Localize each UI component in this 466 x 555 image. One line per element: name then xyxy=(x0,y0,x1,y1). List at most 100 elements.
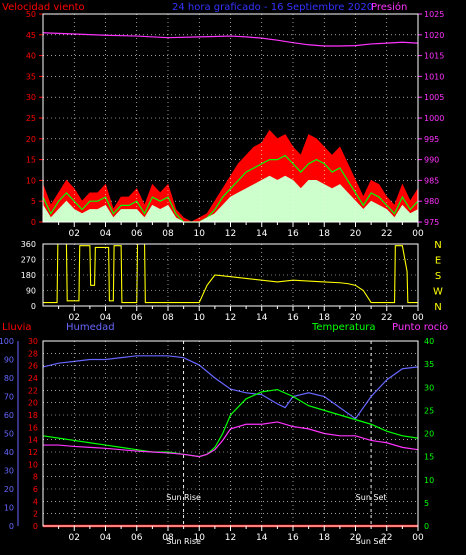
top-x-tick-label: 00 xyxy=(412,229,424,239)
temperature-tick-label: 40 xyxy=(424,337,434,346)
top-x-tick-label: 04 xyxy=(100,229,112,239)
mid-x-tick-label: 14 xyxy=(256,313,268,323)
compass-label: E xyxy=(435,256,441,267)
temperature-tick-label: 0 xyxy=(424,522,429,531)
dewpoint-label: Punto rocío xyxy=(392,321,448,333)
series-temperatura-line xyxy=(42,388,419,458)
bot-x-tick-label: 02 xyxy=(69,533,80,543)
bot-x-tick-label: 04 xyxy=(100,533,112,543)
rain-tick-label: 8 xyxy=(33,473,38,482)
humidity-tick-label: 70 xyxy=(4,393,14,402)
top-right-tick-label: 980 xyxy=(424,197,439,206)
mid-x-tick-label: 20 xyxy=(350,313,362,323)
mid-tick-label: 360 xyxy=(21,240,36,249)
rain-tick-label: 24 xyxy=(28,374,38,383)
top-right-tick-label: 995 xyxy=(424,135,439,144)
rain-tick-label: 2 xyxy=(33,510,38,519)
top-x-tick-label: 16 xyxy=(287,229,299,239)
humidity-tick-label: 10 xyxy=(4,504,14,513)
top-x-tick-label: 06 xyxy=(131,229,143,239)
rain-tick-label: 30 xyxy=(28,337,38,346)
humidity-tick-label: 0 xyxy=(9,522,14,531)
top-right-tick-label: 1015 xyxy=(424,52,444,61)
series-velocidad-viento-line xyxy=(42,154,419,223)
mid-tick-label: 270 xyxy=(21,256,36,265)
mid-x-tick-label: 04 xyxy=(100,313,112,323)
compass-label: W xyxy=(433,287,443,298)
humidity-tick-label: 100 xyxy=(0,337,14,346)
top-right-tick-label: 975 xyxy=(424,218,439,227)
mid-tick-label: 180 xyxy=(21,271,36,280)
series-presi-n-line xyxy=(42,32,419,47)
top-x-tick-label: 10 xyxy=(194,229,206,239)
mid-x-tick-label: 18 xyxy=(319,313,331,323)
rain-tick-label: 20 xyxy=(28,399,38,408)
humidity-tick-label: 40 xyxy=(4,448,14,457)
mid-x-tick-label: 06 xyxy=(131,313,143,323)
mid-x-tick-label: 00 xyxy=(412,313,424,323)
compass-label: N xyxy=(434,302,441,313)
top-left-tick-label: 0 xyxy=(31,218,36,227)
top-right-tick-label: 990 xyxy=(424,156,439,165)
top-x-tick-label: 18 xyxy=(319,229,331,239)
humidity-label: Humedad xyxy=(66,322,115,333)
top-x-tick-label: 14 xyxy=(256,229,268,239)
top-right-tick-label: 1000 xyxy=(424,114,444,123)
rain-tick-label: 18 xyxy=(28,411,38,420)
mid-x-tick-label: 08 xyxy=(162,313,174,323)
temperature-label: Temperatura xyxy=(311,322,376,333)
series-punto-roc-o-line xyxy=(43,421,419,458)
top-x-tick-label: 02 xyxy=(69,229,80,239)
top-right-tick-label: 1005 xyxy=(424,93,444,102)
top-left-tick-label: 20 xyxy=(26,135,36,144)
top-left-tick-label: 30 xyxy=(26,93,36,102)
rain-tick-label: 4 xyxy=(33,497,38,506)
temperature-tick-label: 15 xyxy=(424,453,434,462)
rain-tick-label: 6 xyxy=(33,485,38,494)
humidity-tick-label: 60 xyxy=(4,411,14,420)
top-right-tick-label: 1010 xyxy=(424,72,444,81)
top-right-tick-label: 985 xyxy=(424,176,439,185)
top-chart-title: 24 hora graficado - 16 Septiembre 2020 xyxy=(172,2,373,13)
rain-tick-label: 26 xyxy=(28,362,38,371)
sun-annotation-label: Sun Set xyxy=(356,537,387,546)
bot-x-tick-label: 14 xyxy=(256,533,268,543)
top-x-tick-label: 22 xyxy=(381,229,392,239)
temperature-tick-label: 20 xyxy=(424,430,434,439)
mid-x-tick-label: 10 xyxy=(194,313,206,323)
mid-x-tick-label: 02 xyxy=(69,313,80,323)
bot-x-tick-label: 08 xyxy=(162,533,174,543)
rain-label: Lluvia xyxy=(2,322,32,333)
pressure-label: Presión xyxy=(371,1,407,13)
top-x-tick-label: 20 xyxy=(350,229,362,239)
bot-x-tick-label: 00 xyxy=(412,533,424,543)
rain-tick-label: 14 xyxy=(28,436,38,445)
rain-tick-label: 0 xyxy=(33,522,38,531)
bot-x-tick-label: 06 xyxy=(131,533,143,543)
humidity-tick-label: 80 xyxy=(4,374,14,383)
top-x-tick-label: 08 xyxy=(162,229,174,239)
bot-x-tick-label: 16 xyxy=(287,533,299,543)
top-left-tick-label: 5 xyxy=(31,197,36,206)
rain-tick-label: 10 xyxy=(28,460,38,469)
temperature-tick-label: 30 xyxy=(424,383,434,392)
mid-x-tick-label: 12 xyxy=(225,313,236,323)
mid-x-tick-label: 22 xyxy=(381,313,392,323)
rain-tick-label: 22 xyxy=(28,386,38,395)
humidity-tick-label: 30 xyxy=(4,467,14,476)
compass-label: S xyxy=(435,271,441,282)
top-left-tick-label: 40 xyxy=(26,52,36,61)
rain-tick-label: 16 xyxy=(28,423,38,432)
humidity-tick-label: 20 xyxy=(4,485,14,494)
rain-tick-label: 12 xyxy=(28,448,38,457)
mid-x-tick-label: 16 xyxy=(287,313,299,323)
sun-annotation-label: Sun Rise xyxy=(166,537,201,546)
bot-x-tick-label: 10 xyxy=(194,533,206,543)
humidity-tick-label: 90 xyxy=(4,356,14,365)
bot-x-tick-label: 18 xyxy=(319,533,331,543)
top-left-tick-label: 25 xyxy=(26,114,36,123)
mid-tick-label: 90 xyxy=(26,287,36,296)
bot-x-tick-label: 22 xyxy=(381,533,392,543)
top-right-tick-label: 1020 xyxy=(424,31,444,40)
